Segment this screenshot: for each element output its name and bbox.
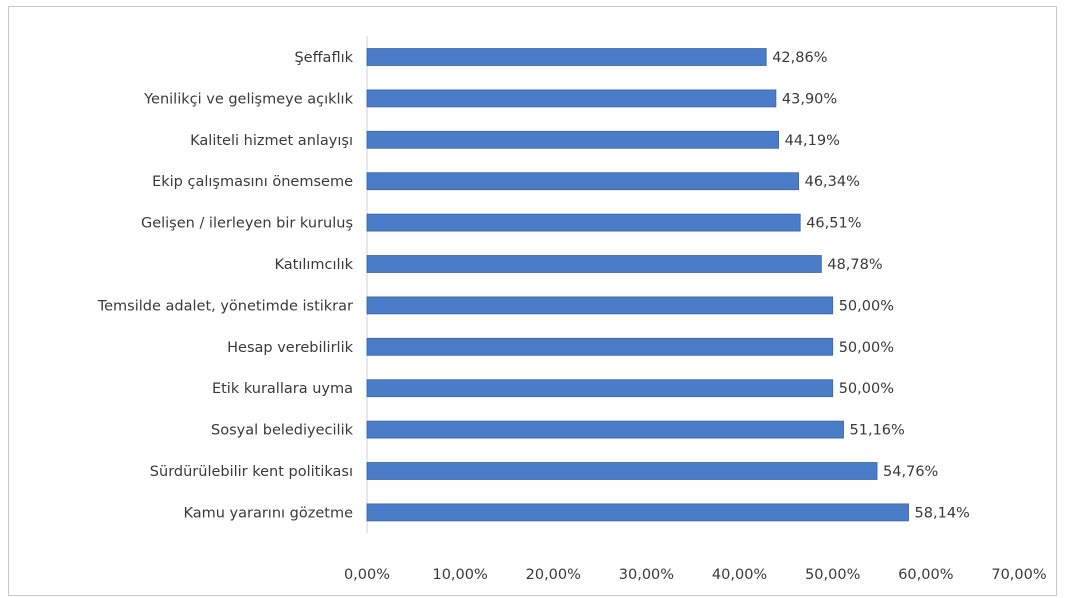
data-label: 46,34% [805,174,860,190]
category-label: Yenilikçi ve gelişmeye açıklık [143,91,353,107]
x-tick-label: 10,00% [432,567,487,583]
data-label: 54,76% [883,464,938,480]
x-tick-label: 0,00% [344,567,390,583]
bar-chart: Şeffaflık 42,86% Yenilikçi ve gelişmeye aç… [97,36,1047,583]
category-label: Gelişen / ilerleyen bir kuruluş [141,216,353,232]
category-label: Katılımcılık [275,257,354,273]
x-tick-label: 40,00% [712,567,767,583]
bar [366,462,878,480]
category-label: Şeffaflık [294,50,353,66]
x-tick-label: 60,00% [898,567,953,583]
data-label: 48,78% [827,257,882,273]
bar [366,420,844,439]
category-label: Sürdürülebilir kent politikası [150,464,353,480]
chart-frame: Şeffaflık 42,86% Yenilikçi ve gelişmeye aç… [8,6,1057,596]
category-label: Kamu yararını gözetme [183,505,353,521]
category-label: Temsilde adalet, yönetimde istikrar [97,298,353,314]
data-label: 58,14% [915,505,970,521]
x-tick-label: 50,00% [805,567,860,583]
bar [366,503,909,522]
bar [366,379,834,398]
bar [366,296,834,315]
category-label: Etik kurallara uyma [212,381,353,397]
category-label: Kaliteli hizmet anlayışı [190,133,353,149]
category-label: Ekip çalışmasını önemseme [152,174,353,190]
data-label: 50,00% [839,340,894,356]
data-label: 50,00% [839,381,894,397]
data-label: 43,90% [782,91,837,107]
bar [366,255,822,273]
x-tick-label: 70,00% [991,567,1046,583]
data-label: 46,51% [806,216,861,232]
bar [366,130,779,149]
bar [366,337,834,356]
bar [366,48,767,66]
bar [366,213,801,232]
category-label: Hesap verebilirlik [227,340,353,356]
data-label: 50,00% [839,298,894,314]
x-tick-label: 20,00% [526,567,581,583]
data-label: 44,19% [785,133,840,149]
data-label: 51,16% [850,423,905,439]
bar [366,172,800,191]
data-label: 42,86% [772,50,827,66]
category-label: Sosyal belediyecilik [211,423,354,439]
x-tick-label: 30,00% [619,567,674,583]
bar [366,89,777,108]
